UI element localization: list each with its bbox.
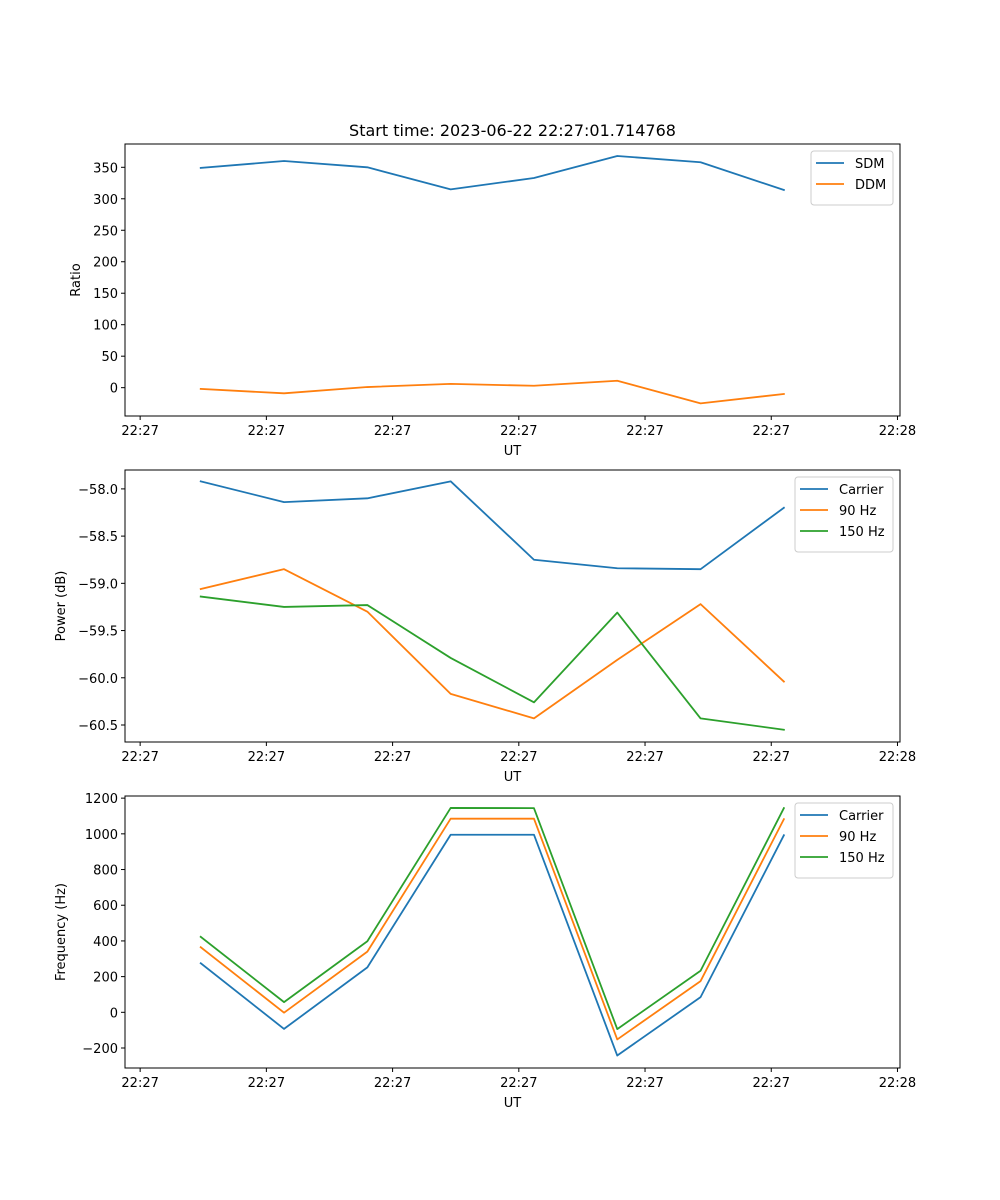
y-tick-label: 1200 xyxy=(85,792,118,807)
y-tick-label: −59.5 xyxy=(78,625,118,640)
legend-label-0: SDM xyxy=(855,157,884,172)
y-tick-label: 600 xyxy=(93,899,118,914)
y-tick-label: 350 xyxy=(93,161,118,176)
axes-frame xyxy=(124,795,901,1069)
x-tick-label: 22:27 xyxy=(248,1076,285,1091)
y-tick-label: 0 xyxy=(110,382,118,397)
series-line-1 xyxy=(199,568,786,720)
chart-title: Start time: 2023-06-22 22:27:01.714768 xyxy=(349,121,676,140)
chart-panel-2: 22:27 22:27 22:27 22:27 22:27 22:27 22:28 −58.0… xyxy=(54,469,916,785)
x-tick-label: 22:28 xyxy=(879,1076,916,1091)
x-tick-label: 22:27 xyxy=(500,424,537,439)
y-tick-label: 800 xyxy=(93,864,118,879)
series-line-1 xyxy=(199,379,785,405)
y-tick-label: 200 xyxy=(93,256,118,271)
axes-frame xyxy=(124,143,901,417)
y-axis-label: Ratio xyxy=(69,263,84,296)
series-line-1 xyxy=(199,817,786,1041)
x-axis-label: UT xyxy=(504,1096,522,1111)
legend: Carrier 90 Hz 150 Hz xyxy=(794,476,894,553)
x-tick-label: 22:27 xyxy=(374,424,411,439)
legend-label-0: Carrier xyxy=(839,483,884,498)
y-axis-label: Power (dB) xyxy=(54,571,69,642)
y-tick-label: 0 xyxy=(110,1006,118,1021)
y-tick-label: −58.5 xyxy=(78,530,118,545)
x-axis-label: UT xyxy=(504,770,522,785)
series-line-0 xyxy=(199,833,786,1057)
series-line-2 xyxy=(199,806,786,1030)
y-tick-label: −60.5 xyxy=(78,719,118,734)
x-tick-label: 22:28 xyxy=(879,424,916,439)
x-tick-label: 22:27 xyxy=(121,750,158,765)
x-tick-label: 22:27 xyxy=(121,424,158,439)
y-tick-label: 400 xyxy=(93,935,118,950)
x-tick-label: 22:27 xyxy=(500,750,537,765)
y-tick-label: 300 xyxy=(93,193,118,208)
y-axis-label: Frequency (Hz) xyxy=(54,883,69,981)
legend-frame xyxy=(794,476,894,553)
x-tick-label: 22:27 xyxy=(753,424,790,439)
y-tick-label: 100 xyxy=(93,319,118,334)
legend: Carrier 90 Hz 150 Hz xyxy=(794,802,894,879)
legend-label-1: 90 Hz xyxy=(839,504,876,519)
legend-label-2: 150 Hz xyxy=(839,525,885,540)
y-tick-label: −200 xyxy=(82,1042,118,1057)
y-tick-label: −59.0 xyxy=(78,577,118,592)
x-tick-label: 22:27 xyxy=(626,750,663,765)
legend-label-1: DDM xyxy=(855,178,886,193)
y-tick-label: −58.0 xyxy=(78,483,118,498)
x-tick-label: 22:27 xyxy=(374,750,411,765)
legend: SDM DDM xyxy=(810,150,894,206)
x-tick-label: 22:27 xyxy=(374,1076,411,1091)
y-tick-label: 250 xyxy=(93,224,118,239)
x-tick-label: 22:27 xyxy=(753,1076,790,1091)
y-tick-label: 150 xyxy=(93,287,118,302)
x-axis-label: UT xyxy=(504,444,522,459)
legend-frame xyxy=(794,802,894,879)
x-tick-label: 22:27 xyxy=(626,1076,663,1091)
series-line-0 xyxy=(199,480,786,571)
y-tick-label: 200 xyxy=(93,971,118,986)
legend-label-2: 150 Hz xyxy=(839,851,885,866)
x-tick-label: 22:27 xyxy=(626,424,663,439)
y-tick-label: 50 xyxy=(101,350,118,365)
x-tick-label: 22:27 xyxy=(753,750,790,765)
x-tick-label: 22:27 xyxy=(121,1076,158,1091)
chart-panel-3: 22:27 22:27 22:27 22:27 22:27 22:27 22:28 −200 0… xyxy=(54,792,916,1111)
series-line-2 xyxy=(199,595,785,731)
y-tick-label: 1000 xyxy=(85,828,118,843)
axes-frame xyxy=(124,469,901,743)
legend-label-0: Carrier xyxy=(839,809,884,824)
legend-label-1: 90 Hz xyxy=(839,830,876,845)
legend-frame xyxy=(810,150,894,206)
chart-panel-1: Start time: 2023-06-22 22:27:01.714768 22… xyxy=(69,121,916,459)
y-tick-label: −60.0 xyxy=(78,672,118,687)
x-tick-label: 22:28 xyxy=(879,750,916,765)
series-line-0 xyxy=(199,155,786,192)
x-tick-label: 22:27 xyxy=(500,1076,537,1091)
x-tick-label: 22:27 xyxy=(248,750,285,765)
x-tick-label: 22:27 xyxy=(248,424,285,439)
